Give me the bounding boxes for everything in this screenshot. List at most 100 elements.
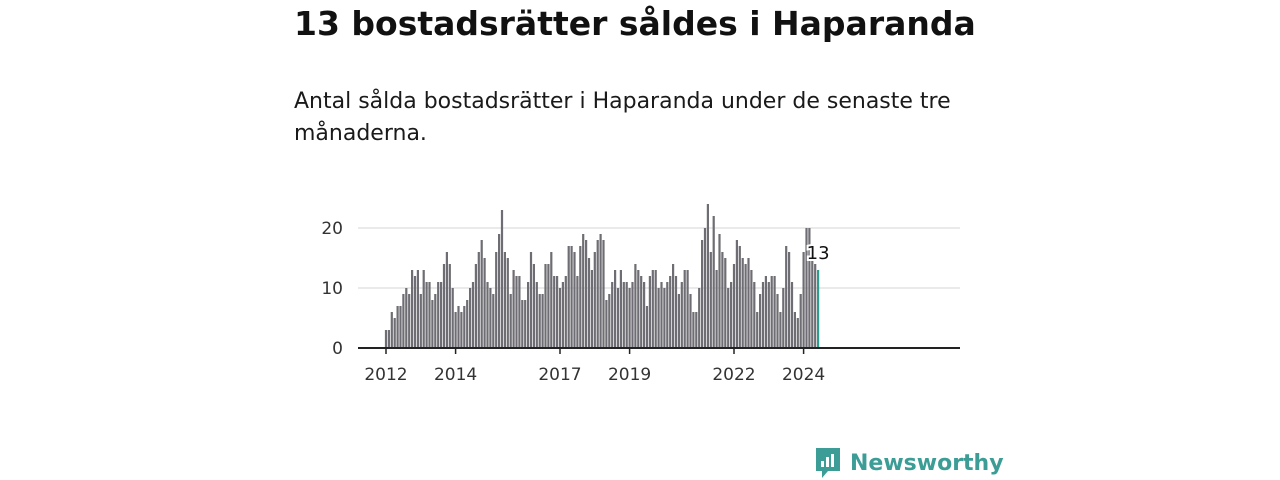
highlight-value-label: 13	[807, 243, 830, 264]
bar	[744, 264, 747, 348]
bar	[413, 276, 417, 348]
bar	[773, 276, 776, 348]
bar	[782, 288, 785, 348]
bar	[422, 270, 425, 348]
bar	[741, 258, 744, 348]
axes: 0 10 20 2012 2014 2017 2019 2022 2024 13	[321, 219, 960, 385]
bar	[405, 288, 408, 348]
bar	[640, 276, 643, 348]
bar	[518, 276, 521, 348]
y-tick-label: 20	[321, 219, 343, 239]
bar	[408, 294, 411, 348]
bar	[527, 282, 530, 348]
bar	[474, 264, 477, 348]
page-subtitle: Antal sålda bostadsrätter i Haparanda un…	[294, 89, 951, 146]
bar	[529, 252, 533, 348]
bar	[666, 282, 669, 348]
bar	[738, 246, 741, 348]
bar	[599, 234, 602, 348]
bar-highlight	[817, 270, 820, 348]
bar	[535, 282, 538, 348]
brand-name: Newsworthy	[850, 450, 1004, 476]
bar	[698, 288, 701, 348]
bar	[779, 312, 782, 348]
bar	[587, 258, 591, 348]
bar	[651, 270, 654, 348]
bar	[611, 282, 614, 348]
bar	[402, 294, 405, 348]
bar	[703, 228, 707, 348]
bar	[451, 288, 454, 348]
bar	[683, 270, 686, 348]
bar	[457, 306, 460, 348]
brand: Newsworthy	[814, 446, 1004, 480]
bar	[503, 252, 506, 348]
bar	[712, 216, 715, 348]
bar	[637, 270, 640, 348]
bar	[634, 264, 637, 348]
bar	[495, 252, 498, 348]
bar	[553, 276, 556, 348]
bar	[727, 288, 730, 348]
bar	[663, 288, 666, 348]
bar	[761, 282, 765, 348]
bar	[709, 252, 712, 348]
bar	[657, 288, 660, 348]
bar	[585, 240, 588, 348]
bar	[440, 282, 443, 348]
bar	[625, 282, 628, 348]
bar	[556, 276, 559, 348]
bar	[593, 252, 596, 348]
bar	[735, 240, 738, 348]
bar	[643, 282, 646, 348]
bar	[489, 288, 492, 348]
bars	[384, 204, 820, 348]
bar	[506, 258, 509, 348]
bar	[561, 282, 564, 348]
bar	[544, 264, 547, 348]
y-tick-label: 0	[332, 339, 343, 359]
bar	[387, 330, 390, 348]
bar	[756, 312, 759, 348]
bar	[596, 240, 599, 348]
bar	[648, 276, 651, 348]
bar	[428, 282, 431, 348]
bar	[605, 300, 608, 348]
bar	[669, 276, 672, 348]
bar	[448, 264, 451, 348]
bar	[614, 270, 617, 348]
bar	[576, 276, 579, 348]
bar	[616, 288, 620, 348]
bar	[399, 306, 402, 348]
bar	[411, 270, 414, 348]
bar	[419, 294, 422, 348]
bar	[764, 276, 767, 348]
bar	[808, 228, 811, 348]
bar	[547, 264, 550, 348]
bar	[680, 282, 683, 348]
bar	[689, 294, 692, 348]
bar	[619, 270, 622, 348]
bar	[785, 246, 788, 348]
bar	[811, 258, 814, 348]
bar	[654, 270, 657, 348]
bar	[802, 252, 805, 348]
bar	[431, 300, 434, 348]
bar	[466, 300, 469, 348]
bar	[500, 210, 504, 348]
bar	[686, 270, 689, 348]
bar	[767, 282, 770, 348]
bar	[442, 264, 446, 348]
bar	[590, 270, 593, 348]
bar	[770, 276, 773, 348]
bar	[538, 294, 541, 348]
bar	[776, 294, 779, 348]
bar	[796, 318, 799, 348]
bar	[521, 300, 524, 348]
x-tick-label: 2017	[538, 365, 581, 385]
bar	[550, 252, 553, 348]
bar	[390, 312, 393, 348]
bar	[715, 270, 718, 348]
bar	[445, 252, 448, 348]
bar	[498, 234, 501, 348]
